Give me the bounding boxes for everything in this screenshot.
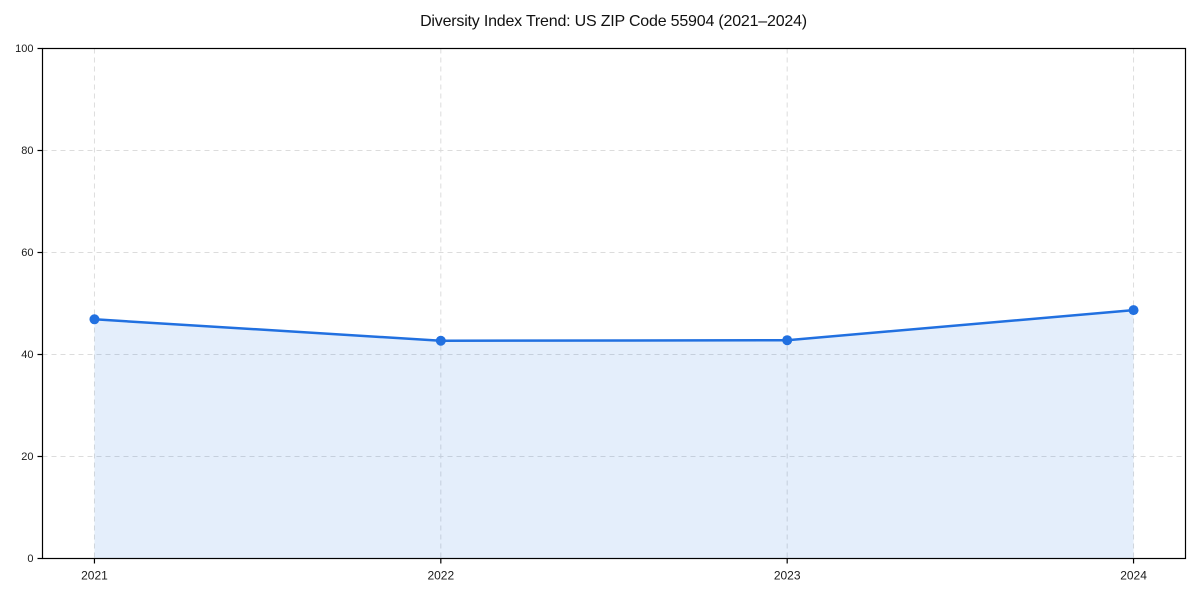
y-tick-label-60: 60 xyxy=(21,247,33,259)
x-tick-label-2024: 2024 xyxy=(1120,569,1147,583)
data-point-2021 xyxy=(89,314,100,325)
y-tick-label-80: 80 xyxy=(21,145,33,157)
data-point-2022 xyxy=(435,335,446,346)
data-point-2024 xyxy=(1128,305,1139,316)
plot-border xyxy=(41,47,1187,560)
area-fill xyxy=(94,310,1134,559)
x-tick-label-2022: 2022 xyxy=(427,569,454,583)
x-tick-label-2023: 2023 xyxy=(774,569,801,583)
y-tick-label-40: 40 xyxy=(21,349,33,361)
y-tick-label-20: 20 xyxy=(21,451,33,463)
trend-line xyxy=(93,308,1135,342)
y-tick-label-100: 100 xyxy=(15,43,33,55)
x-tick-label-2021: 2021 xyxy=(81,569,108,583)
data-point-2023 xyxy=(782,335,793,346)
y-tick-label-0: 0 xyxy=(27,553,33,565)
chart-title: Diversity Index Trend: US ZIP Code 55904… xyxy=(420,13,807,30)
